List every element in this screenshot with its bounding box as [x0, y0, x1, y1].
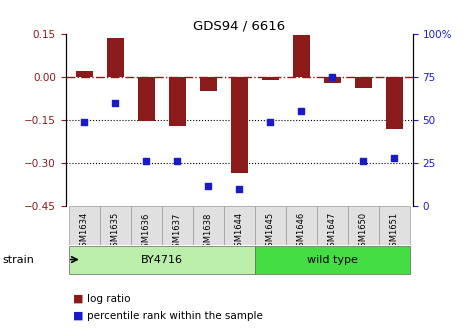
Bar [169, 77, 186, 126]
Text: GSM1634: GSM1634 [80, 212, 89, 252]
Bar [138, 77, 155, 121]
FancyBboxPatch shape [100, 206, 131, 245]
Text: GSM1645: GSM1645 [265, 212, 275, 252]
FancyBboxPatch shape [348, 206, 378, 245]
Text: wild type: wild type [307, 255, 357, 264]
Bar [293, 35, 310, 77]
Text: GSM1644: GSM1644 [234, 212, 244, 252]
Text: ■: ■ [73, 294, 83, 304]
Text: log ratio: log ratio [87, 294, 130, 304]
Text: percentile rank within the sample: percentile rank within the sample [87, 311, 263, 321]
Point [204, 183, 212, 188]
Text: GSM1635: GSM1635 [111, 212, 120, 252]
Text: GSM1637: GSM1637 [173, 212, 182, 253]
FancyBboxPatch shape [255, 206, 286, 245]
FancyBboxPatch shape [193, 206, 224, 245]
Text: GSM1650: GSM1650 [359, 212, 368, 252]
Text: GSM1636: GSM1636 [142, 212, 151, 253]
FancyBboxPatch shape [69, 246, 255, 274]
FancyBboxPatch shape [378, 206, 409, 245]
Text: GSM1638: GSM1638 [204, 212, 213, 253]
Text: GSM1651: GSM1651 [390, 212, 399, 252]
Point [112, 100, 119, 106]
Point [390, 155, 398, 161]
Bar [324, 77, 340, 83]
Text: GSM1646: GSM1646 [297, 212, 306, 252]
Point [174, 159, 181, 164]
FancyBboxPatch shape [131, 206, 162, 245]
Point [81, 119, 88, 124]
Text: BY4716: BY4716 [141, 255, 183, 264]
Text: strain: strain [2, 255, 34, 264]
Point [266, 119, 274, 124]
Bar [262, 77, 279, 80]
Point [143, 159, 150, 164]
FancyBboxPatch shape [286, 206, 317, 245]
Bar [386, 77, 403, 129]
Bar [200, 77, 217, 91]
FancyBboxPatch shape [224, 206, 255, 245]
Text: GSM1647: GSM1647 [328, 212, 337, 252]
FancyBboxPatch shape [255, 246, 409, 274]
Text: ■: ■ [73, 311, 83, 321]
FancyBboxPatch shape [317, 206, 348, 245]
Point [297, 109, 305, 114]
FancyBboxPatch shape [162, 206, 193, 245]
Point [359, 159, 367, 164]
Bar [355, 77, 371, 88]
Point [235, 186, 243, 192]
Title: GDS94 / 6616: GDS94 / 6616 [193, 19, 285, 33]
Bar [76, 71, 93, 77]
Bar [231, 77, 248, 173]
FancyBboxPatch shape [69, 206, 100, 245]
Bar [107, 38, 124, 77]
Point [328, 74, 336, 80]
